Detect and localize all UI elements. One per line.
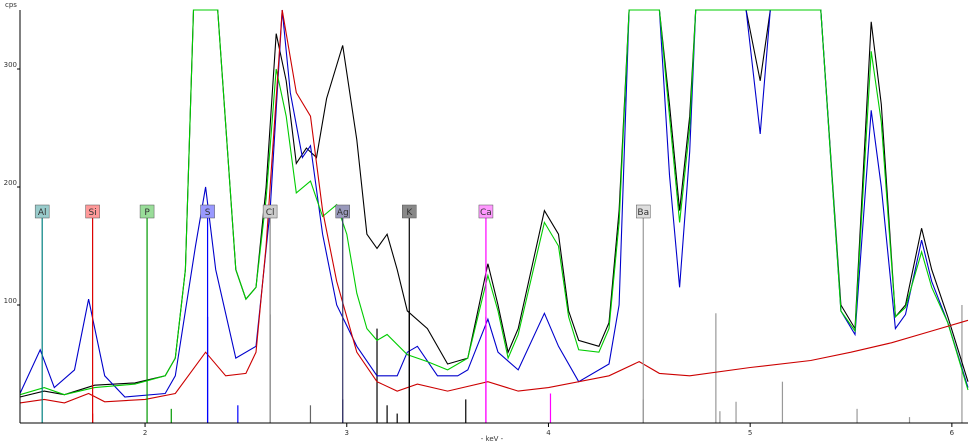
- x-tick-label: 3: [345, 429, 349, 437]
- element-label-ca: Ca: [480, 208, 492, 218]
- element-label-box-ag: [335, 204, 350, 219]
- element-label-box-si: [85, 204, 100, 219]
- element-label-ag: Ag: [337, 208, 349, 218]
- element-label-ba: Ba: [637, 208, 649, 218]
- series-layer: [19, 9, 969, 404]
- element-marker-si[interactable]: Si: [85, 204, 100, 423]
- spectrum-series-3: [19, 9, 969, 404]
- y-tick-label: 200: [4, 179, 17, 187]
- element-label-box-k: [402, 204, 417, 219]
- element-marker-s[interactable]: S: [200, 204, 215, 423]
- element-marker-k[interactable]: K: [402, 204, 417, 423]
- element-lines-layer: Al Si P S Cl Ag K Ca Ba: [34, 204, 651, 423]
- y-tick-label: 300: [4, 61, 17, 69]
- spectrum-series-2: [19, 9, 969, 396]
- x-tick-label: 5: [748, 429, 752, 437]
- element-label-box-al: [34, 204, 50, 219]
- tick-layer: 2 3 4 5 6 100 200 300: [4, 61, 955, 437]
- element-label-box-ba: [636, 204, 651, 219]
- y-tick-label: 100: [4, 297, 17, 305]
- element-label-cl: Cl: [266, 208, 275, 218]
- element-marker-al[interactable]: Al: [34, 204, 50, 423]
- x-unit-label: - keV -: [481, 435, 504, 443]
- element-marker-ba[interactable]: Ba: [636, 204, 651, 423]
- element-marker-ag[interactable]: Ag: [335, 204, 350, 423]
- element-label-s: S: [205, 208, 211, 218]
- axes-layer: [19, 10, 968, 424]
- element-label-al: Al: [38, 208, 47, 218]
- element-marker-cl[interactable]: Cl: [262, 204, 278, 423]
- y-unit-label: cps: [5, 1, 17, 9]
- element-label-k: K: [406, 208, 413, 218]
- element-label-p: P: [144, 208, 150, 218]
- x-tick-label: 6: [950, 429, 955, 437]
- element-marker-p[interactable]: P: [139, 204, 155, 423]
- element-label-box-s: [200, 204, 215, 219]
- element-marker-ca[interactable]: Ca: [478, 204, 494, 423]
- element-label-box-cl: [262, 204, 278, 219]
- x-tick-label: 2: [143, 429, 147, 437]
- element-label-si: Si: [89, 208, 97, 218]
- element-label-box-ca: [478, 204, 494, 219]
- element-label-box-p: [139, 204, 155, 219]
- x-tick-label: 4: [546, 429, 551, 437]
